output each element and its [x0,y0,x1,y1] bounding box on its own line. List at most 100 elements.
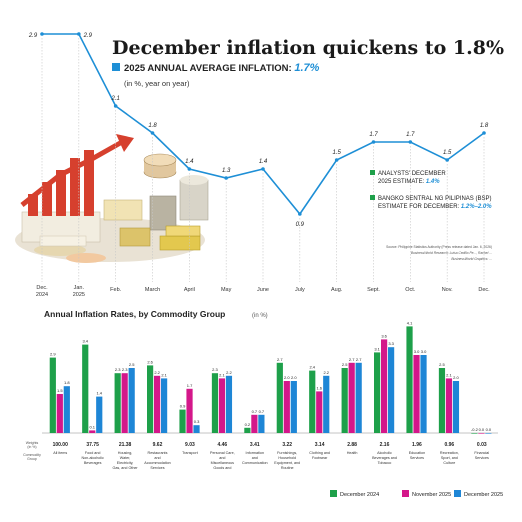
category-label: Services [410,456,424,460]
line-point [334,158,339,162]
bar-value-label: 0.7 [252,409,258,414]
bar-value-label: 2.0 [291,375,297,380]
category-label: Electricity, [117,461,134,465]
x-tick-label: Oct. [405,287,416,293]
avg-marker [112,63,120,71]
bar [121,373,128,433]
bar-value-label: 1.5 [57,388,63,393]
bar-value-label: 3.4 [82,339,88,344]
category-label: Recreation, [440,451,459,455]
bar [258,414,265,433]
line-point-label: 2.9 [83,33,93,39]
line-point [187,167,192,171]
line-point [77,32,81,36]
category-label: Education [409,451,425,455]
bar-value-label: 2.5 [439,362,445,367]
category-label: Tobacco [378,461,392,465]
bar [388,347,395,433]
weights-label: Weights [26,441,39,445]
bar [355,362,362,433]
line-point [445,158,449,162]
bar-chart-title: Annual Inflation Rates, by Commodity Gro… [44,309,225,319]
bar-value-label: 2.3 [122,367,128,372]
line-point [113,104,118,108]
category-label: and [154,456,160,460]
weight-label: 4.46 [217,442,227,448]
weights-unit: (in %) [27,445,36,449]
category-label: Beverages [84,461,102,465]
bar-value-label: 2.5 [129,362,135,367]
category-label: Clothing and [309,451,330,455]
bar [478,433,485,434]
category-label: Gas, and Other [112,466,138,470]
bar-value-label: 4.1 [407,320,413,325]
bar [471,433,478,434]
x-tick-label: 2024 [36,292,48,298]
line-point-label: 1.8 [148,123,157,129]
bar [341,368,348,433]
bar-value-label: 3.6 [381,333,387,338]
bar-value-label: 2.9 [50,352,56,357]
category-label: Culture [443,461,455,465]
category-label: Services [475,456,489,460]
bar [316,391,323,433]
x-tick-label: Dec. [478,287,490,293]
x-tick-label: Feb. [110,287,121,293]
bar-value-label: 2.1 [446,372,452,377]
category-label: Furnishings, [277,451,297,455]
bar-value-label: 0.1 [89,424,95,429]
category-label: Household [278,456,296,460]
category-label: Financial [474,451,489,455]
weight-label: 3.14 [315,442,325,448]
line-point [298,212,302,216]
bar-value-label: 2.1 [161,372,167,377]
bar [154,375,161,433]
bar [348,362,355,433]
weight-label: 0.03 [477,442,487,448]
line-point-label: 1.3 [222,168,231,174]
category-label: and [219,456,225,460]
legend-swatch [454,490,461,497]
bar-value-label: 0.9 [180,404,186,409]
illustration-image [15,134,209,263]
bar [211,373,219,433]
line-point [40,32,44,36]
category-label: Food and [85,451,101,455]
bar [56,394,63,433]
bsp-label: BANGKO SENTRAL NG PILIPINAS (BSP) [378,196,491,202]
weight-label: 3.22 [282,442,292,448]
category-label: Information [246,451,264,455]
category-label: Routine [281,466,294,470]
group-label-2: Group [27,457,37,461]
bar-value-label: -0.2 [471,427,479,432]
graphics-credit: BusinessWorld Graphics: ... [451,257,492,261]
line-point-label: 1.7 [369,132,378,138]
category-label: Goods and [213,466,231,470]
category-label: Transport [182,451,198,455]
line-point-label: 1.8 [480,123,489,129]
bar-value-label: 3.0 [421,349,427,354]
bar-chart-unit: (in %) [252,313,268,319]
category-label: Restaurants [148,451,168,455]
bar [193,425,200,433]
bar [445,378,453,433]
weight-label: 9.03 [185,442,195,448]
weight-label: 3.41 [250,442,260,448]
category-label: Health [347,451,358,455]
bar-value-label: 2.2 [154,370,160,375]
x-tick-label: June [257,287,269,293]
category-label: Housing, [118,451,133,455]
line-point [261,167,265,171]
bar [186,388,193,433]
category-label: Non-alcoholic [81,456,103,460]
bar [283,381,290,433]
weight-label: 37.75 [86,442,99,448]
bar-value-label: 2.7 [277,357,283,362]
bar [147,365,154,433]
line-point [482,131,486,135]
bar-value-label: 1.4 [96,391,102,396]
bar-value-label: 2.3 [115,367,121,372]
line-point-label: 2.9 [28,33,38,39]
category-label: Water, [120,456,131,460]
